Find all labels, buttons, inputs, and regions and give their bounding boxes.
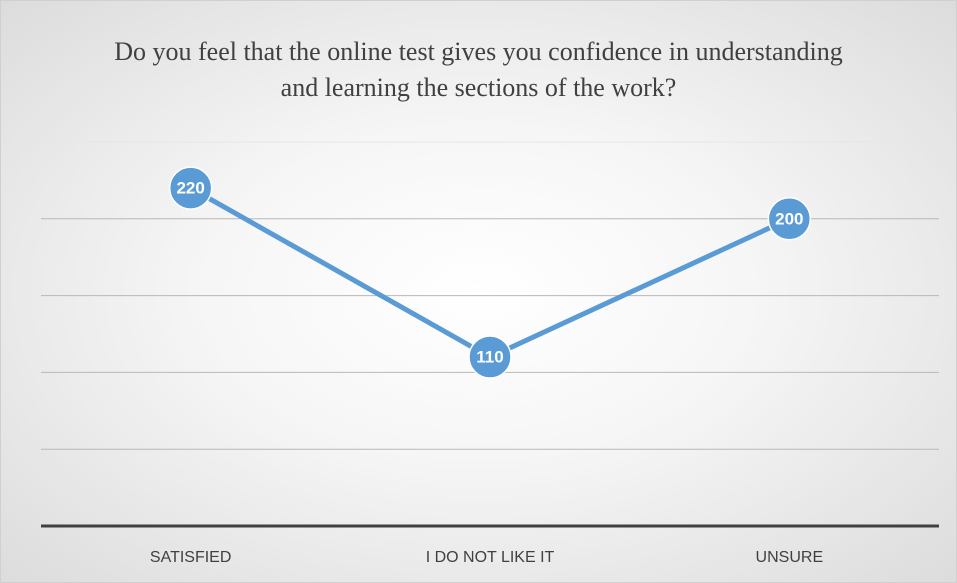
data-point [168, 166, 213, 210]
data-label: 220 [176, 179, 204, 198]
x-tick-label: SATISFIED [150, 549, 232, 566]
data-line [189, 185, 791, 360]
x-tick-label: UNSURE [756, 549, 824, 566]
x-tick-label: I DO NOT LIKE IT [426, 549, 555, 566]
data-label: 200 [775, 209, 803, 228]
data-point [468, 335, 512, 379]
data-label: 110 [476, 348, 503, 367]
chart-title: Do you feel that the online test gives y… [114, 37, 843, 102]
data-point [767, 197, 812, 241]
